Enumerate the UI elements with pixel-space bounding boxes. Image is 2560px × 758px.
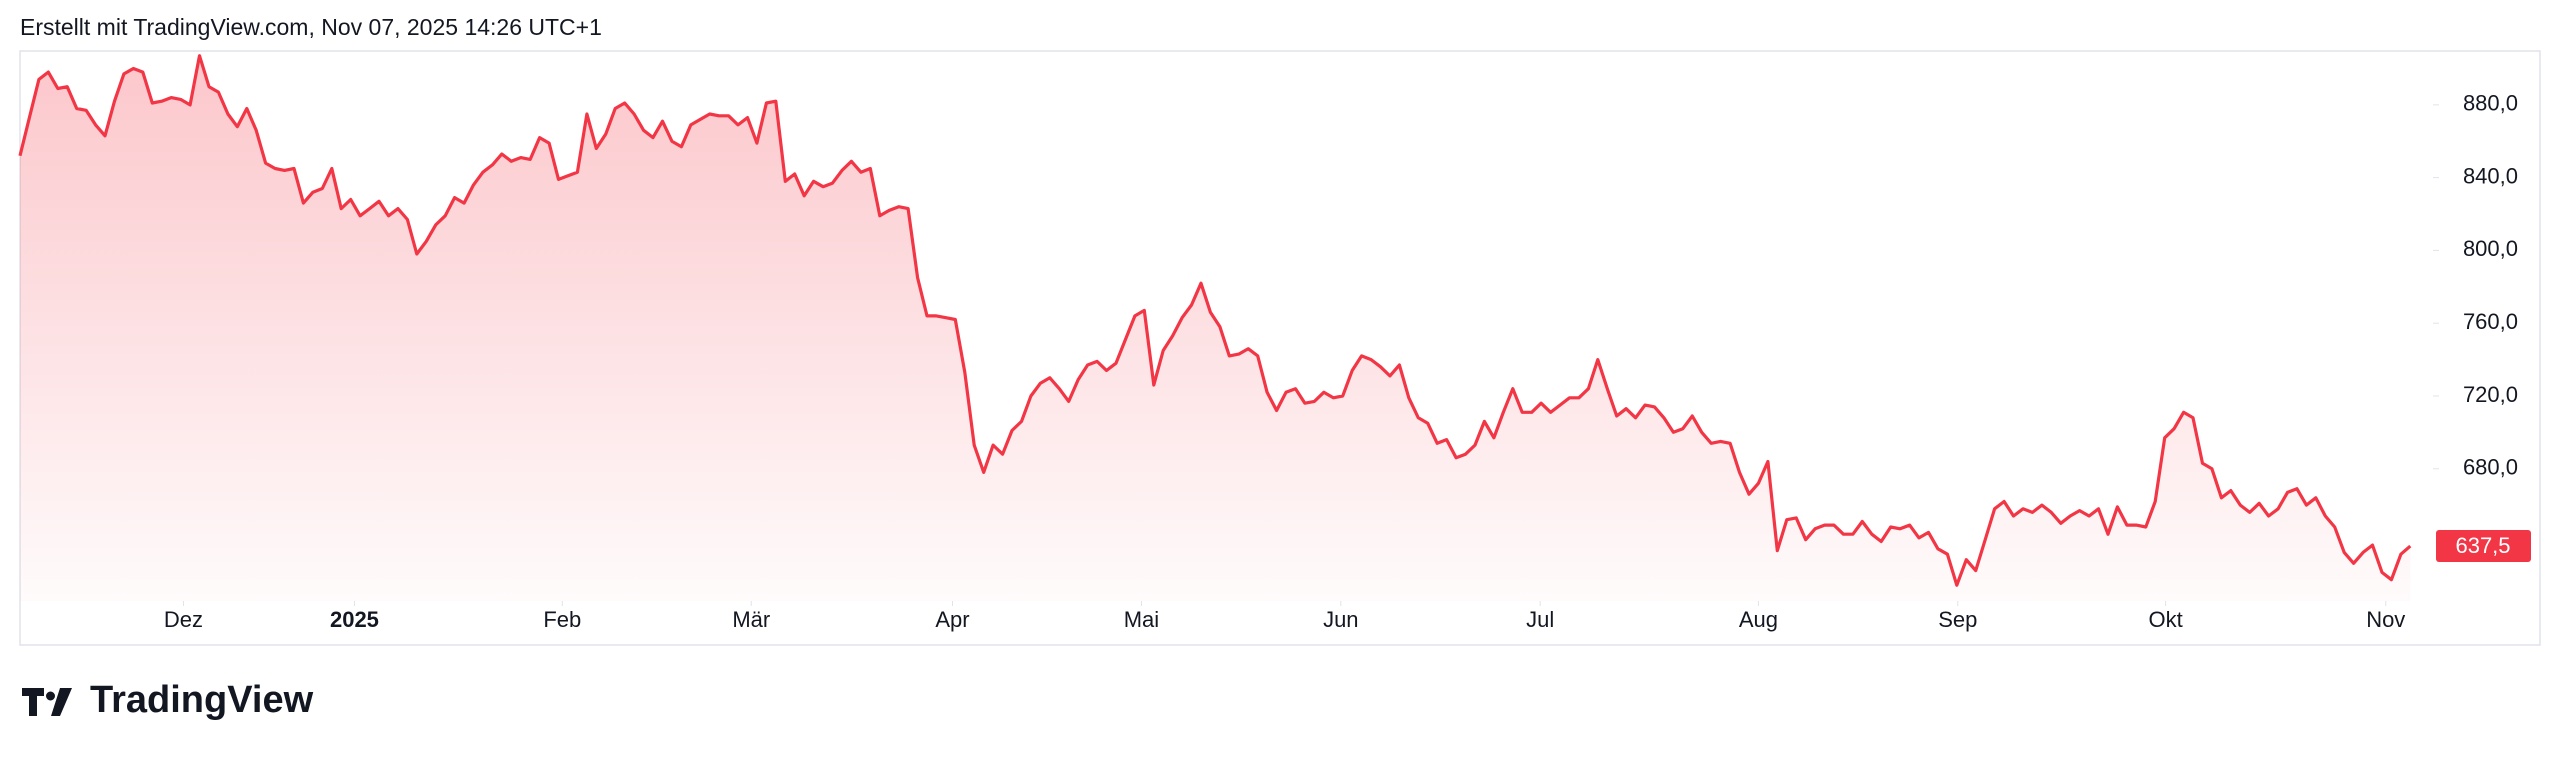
x-tick-label: 2025 [330,607,379,632]
y-tick-label: 840,0 [2463,163,2518,188]
y-tick-label: 680,0 [2463,455,2518,480]
logo: TradingView [22,679,314,721]
x-tick-label: Okt [2149,607,2183,632]
x-tick-label: Sep [1938,607,1977,632]
x-tick-label: Dez [164,607,203,632]
x-tick-label: Aug [1739,607,1778,632]
x-tick-label: Jul [1526,607,1554,632]
last-price-label: 637,5 [2455,533,2510,558]
last-price-box [2436,530,2531,563]
x-tick-label: Jun [1323,607,1358,632]
x-tick-label: Nov [2366,607,2405,632]
y-tick-label: 760,0 [2463,309,2518,334]
y-tick-label: 720,0 [2463,382,2518,407]
x-tick-label: Apr [935,607,969,632]
x-tick-label: Mär [732,607,770,632]
x-tick-label: Feb [543,607,581,632]
y-tick-label: 800,0 [2463,236,2518,261]
y-tick-label: 880,0 [2463,91,2518,116]
logo-icon [22,688,72,716]
header: Erstellt mit TradingView.com, Nov 07, 20… [20,14,602,40]
brand: TradingView [90,679,314,721]
price-line [18,54,2412,587]
area-fill [20,55,2411,601]
x-tick-label: Mai [1124,607,1159,632]
